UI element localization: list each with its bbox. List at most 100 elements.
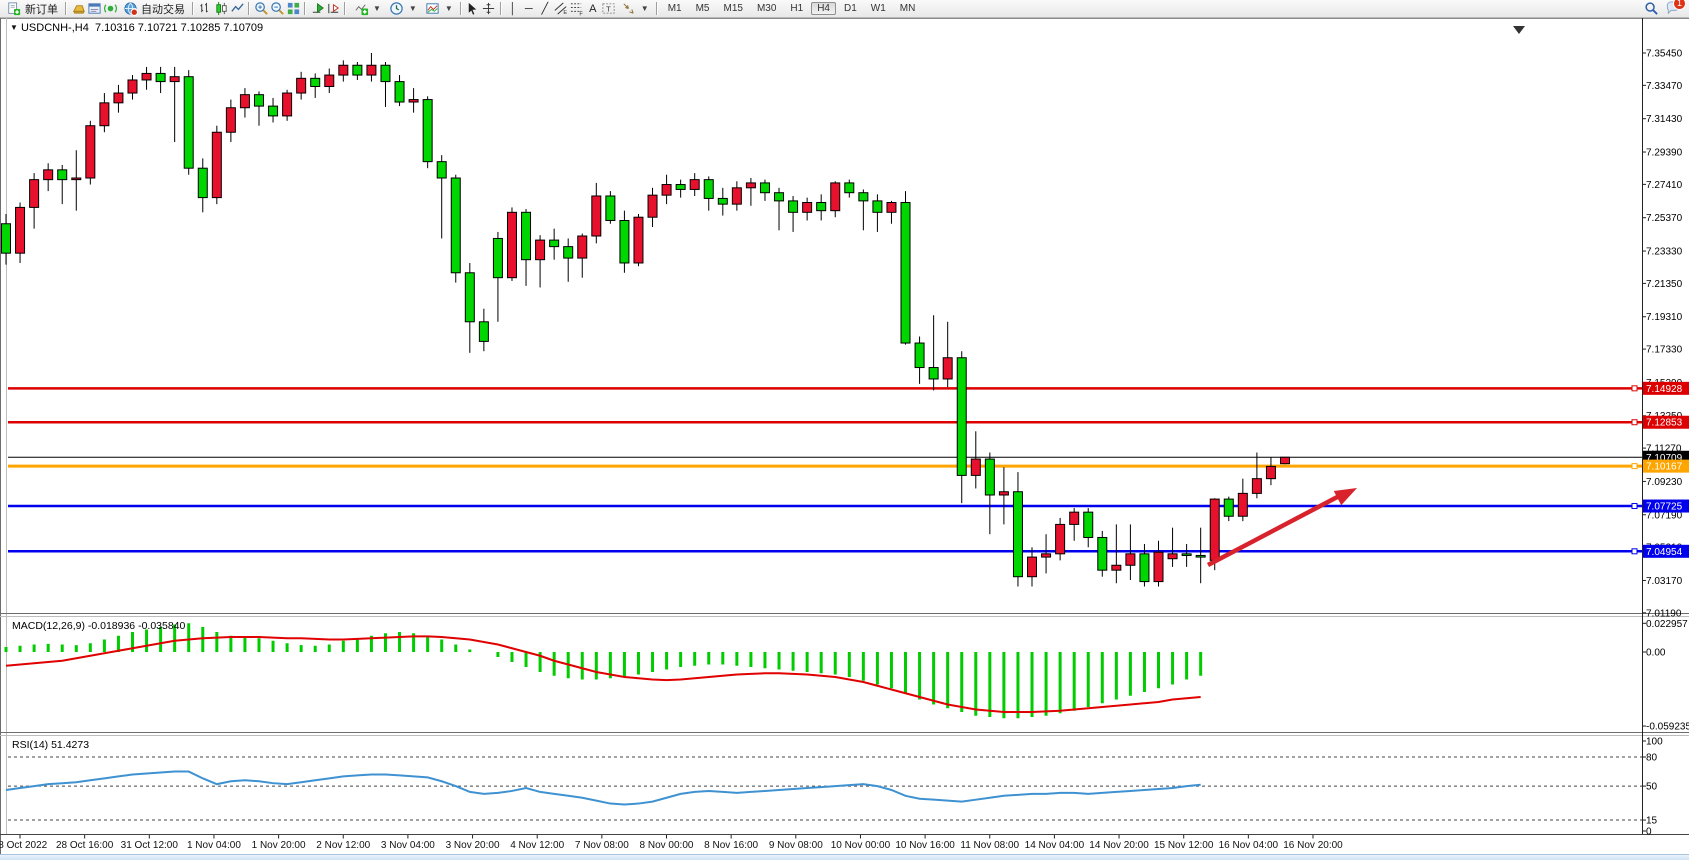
trend-arrow-head[interactable]: [1333, 488, 1357, 506]
text-label-tool-icon[interactable]: T: [601, 1, 617, 17]
timeframe-mn[interactable]: MN: [899, 3, 916, 14]
timeframe-h4[interactable]: H4: [811, 2, 836, 15]
candle-down[interactable]: [1181, 553, 1192, 556]
candle-down[interactable]: [352, 64, 363, 76]
horizontal-line-tool-icon[interactable]: ─: [524, 2, 533, 15]
candle-down[interactable]: [450, 177, 461, 274]
candle-up[interactable]: [113, 92, 124, 104]
signal-icon[interactable]: [102, 1, 118, 17]
trendline-tool-icon[interactable]: ╱: [541, 2, 549, 15]
candle-up[interactable]: [1251, 478, 1262, 494]
candle-down[interactable]: [675, 184, 686, 190]
candle-down[interactable]: [872, 200, 883, 213]
candle-down[interactable]: [492, 237, 503, 279]
autotrade-button[interactable]: 自动交易: [118, 1, 189, 17]
candle-down[interactable]: [1, 223, 11, 254]
candle-down[interactable]: [717, 197, 728, 205]
candle-down[interactable]: [1139, 553, 1150, 583]
line-handle[interactable]: [1631, 503, 1638, 510]
candle-up[interactable]: [1055, 523, 1066, 555]
candle-down[interactable]: [956, 357, 967, 476]
zoom-in-icon[interactable]: [253, 1, 269, 17]
zoom-out-icon[interactable]: [269, 1, 285, 17]
candle-up[interactable]: [1237, 492, 1248, 517]
candle-up[interactable]: [886, 202, 897, 213]
candle-up[interactable]: [802, 202, 813, 213]
candle-down[interactable]: [858, 192, 869, 202]
candle-up[interactable]: [29, 179, 40, 208]
candle-down[interactable]: [1097, 536, 1108, 571]
candle-up[interactable]: [1153, 551, 1164, 583]
candle-up[interactable]: [1027, 556, 1038, 578]
candle-down[interactable]: [183, 76, 194, 169]
notifications-chat-icon[interactable]: 1: [1665, 0, 1686, 17]
candle-down[interactable]: [155, 72, 166, 83]
candle-up[interactable]: [1041, 553, 1052, 558]
terminal-window-icon[interactable]: [86, 1, 102, 17]
line-chart-mode-icon[interactable]: [229, 1, 245, 17]
chart-shift-marker[interactable]: [1513, 26, 1525, 34]
timeframe-m30[interactable]: M30: [756, 3, 777, 14]
candle-up[interactable]: [1069, 511, 1080, 525]
candle-up[interactable]: [998, 491, 1009, 496]
candle-down[interactable]: [268, 105, 279, 117]
candle-up[interactable]: [633, 216, 644, 264]
candle-down[interactable]: [619, 219, 630, 264]
trend-arrow-line[interactable]: [1206, 492, 1345, 567]
indicators-button[interactable]: ▼: [349, 1, 385, 17]
periods-button[interactable]: ▼: [385, 1, 421, 17]
candle-up[interactable]: [169, 76, 180, 83]
timeframe-m5[interactable]: M5: [695, 3, 710, 14]
candle-down[interactable]: [549, 239, 560, 248]
candle-down[interactable]: [928, 367, 939, 380]
new-order-button[interactable]: 新订单: [2, 1, 62, 17]
cursor-tool-icon[interactable]: [465, 1, 481, 17]
crosshair-tool-icon[interactable]: [481, 1, 497, 17]
candle-down[interactable]: [380, 64, 391, 83]
candle-down[interactable]: [984, 458, 995, 496]
candle-up[interactable]: [1265, 465, 1276, 480]
candle-up[interactable]: [282, 92, 293, 117]
candle-up[interactable]: [970, 458, 981, 476]
templates-button[interactable]: ▼: [421, 1, 457, 17]
fibonacci-tool-icon[interactable]: F: [569, 1, 585, 17]
timeframe-w1[interactable]: W1: [870, 3, 886, 14]
candlestick-mode-icon[interactable]: [213, 1, 229, 17]
candle-up[interactable]: [1280, 456, 1290, 465]
arrows-tool-button[interactable]: ▼: [617, 1, 653, 17]
candle-up[interactable]: [408, 99, 419, 103]
candle-up[interactable]: [141, 72, 152, 81]
candle-up[interactable]: [1209, 498, 1220, 561]
bar-chart-mode-icon[interactable]: [197, 1, 213, 17]
line-handle[interactable]: [1631, 463, 1638, 470]
text-tool-icon[interactable]: A: [585, 1, 601, 17]
candle-down[interactable]: [605, 195, 616, 221]
candle-up[interactable]: [338, 64, 349, 76]
candle-up[interactable]: [85, 125, 96, 179]
timeframe-m1[interactable]: M1: [667, 3, 682, 14]
candle-up[interactable]: [830, 182, 841, 212]
candle-up[interactable]: [689, 179, 700, 190]
timeframe-m15[interactable]: M15: [723, 3, 743, 14]
candle-up[interactable]: [239, 94, 250, 109]
candle-up[interactable]: [225, 107, 236, 133]
candle-down[interactable]: [422, 99, 433, 163]
candle-down[interactable]: [774, 192, 785, 202]
candle-down[interactable]: [563, 246, 574, 259]
candle-up[interactable]: [296, 77, 307, 94]
tile-windows-icon[interactable]: [285, 1, 301, 17]
candle-up[interactable]: [647, 194, 658, 218]
candle-down[interactable]: [914, 342, 925, 369]
candle-down[interactable]: [1223, 498, 1234, 517]
candle-down[interactable]: [1083, 511, 1094, 538]
timeframe-d1[interactable]: D1: [844, 3, 857, 14]
candle-down[interactable]: [1012, 491, 1023, 578]
candle-up[interactable]: [1167, 553, 1178, 560]
candle-down[interactable]: [478, 321, 489, 342]
candle-down[interactable]: [759, 182, 770, 194]
line-handle[interactable]: [1631, 385, 1638, 392]
candle-up[interactable]: [506, 211, 517, 279]
candle-up[interactable]: [366, 64, 377, 76]
candle-down[interactable]: [703, 179, 714, 199]
